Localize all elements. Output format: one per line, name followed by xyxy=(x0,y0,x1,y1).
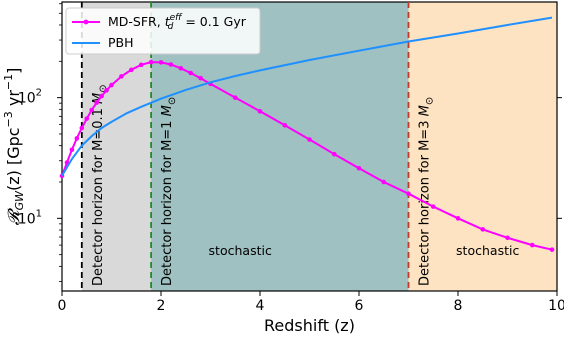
series-point-0-9 xyxy=(104,88,109,93)
y-tick-base-0: 10 xyxy=(18,211,36,227)
series-point-0-33 xyxy=(529,242,535,248)
series-point-0-7 xyxy=(94,100,99,105)
vline-label-m-0: M xyxy=(91,93,106,104)
series-point-0-27 xyxy=(381,179,387,185)
region-label-1: stochastic xyxy=(209,243,272,258)
vline-label-m-1: M xyxy=(160,105,175,116)
plot-frame xyxy=(61,1,558,292)
region-label-2: stochastic xyxy=(456,243,519,258)
y-axis-label-sup2: −1 xyxy=(2,74,15,90)
series-point-0-24 xyxy=(307,137,312,142)
x-tick-label-3: 6 xyxy=(355,298,364,314)
series-point-0-25 xyxy=(331,151,337,157)
series-point-0-22 xyxy=(257,109,263,114)
legend-label-md-sfr-rest: = 0.1 Gyr xyxy=(181,14,246,29)
x-tick-label-4: 8 xyxy=(454,298,463,314)
series-point-0-5 xyxy=(84,116,90,121)
series-point-0-16 xyxy=(168,62,174,67)
series-point-0-6 xyxy=(89,107,94,113)
legend-label-md-sfr-t: t xyxy=(165,14,171,29)
y-tick-sup-1: 2 xyxy=(36,88,42,99)
series-point-0-3 xyxy=(74,136,80,141)
x-tick-label-0: 0 xyxy=(58,298,67,314)
series-point-0-15 xyxy=(158,60,164,65)
y-axis-label-sup1: −3 xyxy=(2,111,15,127)
vline-label-text-0: Detector horizon for M=0.1 xyxy=(91,104,106,286)
y-tick-base-1: 10 xyxy=(18,91,36,107)
series-point-0-30 xyxy=(455,216,461,221)
vline-label-sun-1: ⊙ xyxy=(167,97,178,105)
y-tick-label-0: 101 xyxy=(18,208,42,227)
x-tick-label-1: 2 xyxy=(157,298,166,314)
legend: MD-SFR, teff d = 0.1 Gyr PBH xyxy=(65,7,261,55)
series-line-1 xyxy=(61,16,553,177)
series-point-0-29 xyxy=(430,204,436,209)
series-point-0-13 xyxy=(138,62,144,68)
series-point-0-18 xyxy=(188,70,193,76)
series-point-0-31 xyxy=(480,227,486,232)
detector-horizon-lines: Detector horizon for M=0.1 M⊙Detector ho… xyxy=(80,2,436,291)
series-point-0-12 xyxy=(129,67,134,73)
legend-label-md-sfr: MD-SFR, teff d = 0.1 Gyr xyxy=(108,13,247,32)
x-tick-label-5: 10 xyxy=(548,298,564,314)
x-tick-label-2: 4 xyxy=(256,298,265,314)
y-axis-label-mid: yr xyxy=(4,90,23,112)
series-point-0-19 xyxy=(198,75,203,81)
legend-label-md-sfr-sup: eff xyxy=(170,13,184,23)
vline-label-1: Detector horizon for M=1 M⊙ xyxy=(160,97,178,286)
series-lines xyxy=(59,16,555,252)
x-axis-label: Redshift (z) xyxy=(264,316,355,335)
y-axis-label-symbol: 𝓡 xyxy=(4,207,23,225)
vline-label-m-2: M xyxy=(418,105,433,116)
y-tick-sup-0: 1 xyxy=(36,208,42,219)
series-point-0-17 xyxy=(178,66,184,71)
y-tick-label-1: 102 xyxy=(18,88,42,107)
vline-label-0: Detector horizon for M=0.1 M⊙ xyxy=(91,84,109,286)
legend-label-md-sfr-sub: d xyxy=(168,22,174,32)
legend-marker-md-sfr xyxy=(83,19,89,25)
vline-label-sun-2: ⊙ xyxy=(425,97,436,105)
vline-label-text-1: Detector horizon for M=1 xyxy=(160,116,175,286)
legend-label-pbh: PBH xyxy=(108,35,134,50)
y-axis-label-rest: (z) [Gpc xyxy=(4,127,23,191)
legend-box xyxy=(65,7,261,55)
series-point-0-21 xyxy=(232,95,238,100)
legend-item-pbh: PBH xyxy=(72,35,134,50)
series-point-0-34 xyxy=(549,247,555,252)
series-point-0-28 xyxy=(406,191,411,196)
y-axis-label-end: ] xyxy=(4,68,23,74)
series-point-0-23 xyxy=(282,122,288,128)
series-point-0-32 xyxy=(505,235,510,241)
legend-label-md-sfr-main: MD-SFR, xyxy=(108,14,165,29)
series-point-0-10 xyxy=(109,82,114,88)
region-labels: stochastic stochastic xyxy=(209,243,520,258)
series-point-0-4 xyxy=(79,125,85,131)
series-point-0-8 xyxy=(99,93,104,99)
vline-label-sun-0: ⊙ xyxy=(98,84,109,92)
series-point-0-2 xyxy=(69,147,75,153)
legend-item-md-sfr: MD-SFR, teff d = 0.1 Gyr xyxy=(72,13,247,32)
series-point-0-26 xyxy=(356,165,362,171)
y-axis-label: 𝓡GW(z) [Gpc−3 yr−1] xyxy=(2,68,26,226)
series-point-0-14 xyxy=(148,59,154,65)
series-point-0-11 xyxy=(119,74,124,79)
y-axis-label-sub: GW xyxy=(13,190,26,211)
